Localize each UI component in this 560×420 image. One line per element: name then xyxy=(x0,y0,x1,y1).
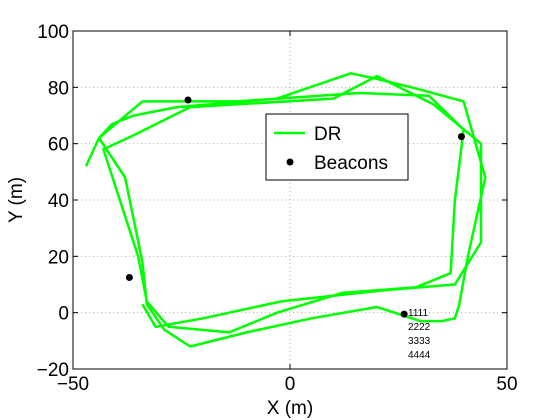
legend-dr-label: DR xyxy=(314,124,341,145)
beacon-marker xyxy=(457,133,465,141)
legend-box xyxy=(265,113,409,181)
annotation-2222: 2222 xyxy=(408,322,431,333)
beacon-marker xyxy=(125,273,133,281)
x-tick-label: −50 xyxy=(57,374,89,395)
y-tick-label: 60 xyxy=(48,135,69,156)
y-tick-label: 80 xyxy=(48,78,69,99)
x-tick-label: 50 xyxy=(496,374,517,395)
annotation-1111: 1111 xyxy=(408,308,428,319)
legend: DR Beacons xyxy=(265,113,409,181)
x-tick-label: 0 xyxy=(285,374,296,395)
dr-trajectory-line xyxy=(84,72,487,348)
y-tick-label: 20 xyxy=(48,247,69,268)
legend-beacons-marker xyxy=(286,158,294,166)
y-tick-label: 40 xyxy=(48,191,69,212)
y-axis-label: Y (m) xyxy=(6,177,27,223)
ticks: −50 0 50 −20 0 20 40 60 80 100 xyxy=(37,22,518,395)
beacon-marker xyxy=(184,96,192,104)
y-tick-label: 100 xyxy=(37,22,69,43)
x-axis-label: X (m) xyxy=(267,398,313,419)
y-tick-label: 0 xyxy=(58,304,69,325)
beacon-marker xyxy=(400,310,408,318)
annotation-3333: 3333 xyxy=(408,336,431,347)
legend-beacons-label: Beacons xyxy=(314,153,388,174)
annotation-4444: 4444 xyxy=(408,350,431,361)
y-tick-label: −20 xyxy=(37,360,69,381)
series-layer xyxy=(84,72,487,348)
